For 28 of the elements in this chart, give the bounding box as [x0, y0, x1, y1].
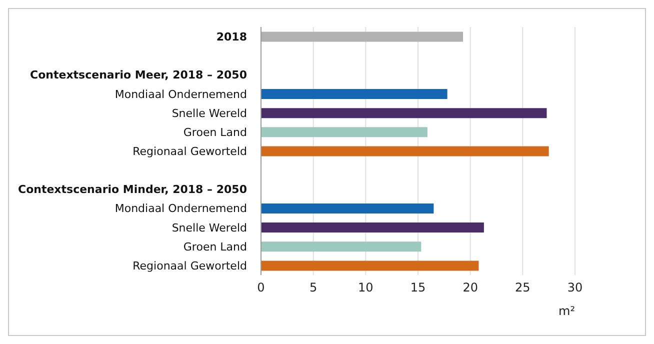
bar [261, 108, 547, 118]
x-tick-label: 15 [410, 280, 426, 295]
x-tick-label: 10 [358, 280, 374, 295]
bar [261, 203, 434, 214]
y-tick-label: Snelle Wereld [172, 221, 247, 234]
bar [261, 242, 422, 252]
bar [261, 89, 448, 99]
y-tick-label: Groen Land [183, 126, 247, 139]
bar [261, 260, 479, 271]
x-tick-label: 25 [515, 280, 530, 295]
bar [261, 146, 549, 156]
bar [261, 32, 464, 42]
x-tick-label: 0 [257, 280, 265, 295]
y-tick-label: Mondiaal Ondernemend [114, 88, 247, 101]
bar [261, 127, 428, 138]
bar [261, 222, 484, 233]
x-tick-label: 20 [462, 280, 478, 295]
y-tick-label: Contextscenario Meer, 2018 – 2050 [30, 68, 248, 82]
y-tick-label: Regionaal Geworteld [132, 259, 247, 272]
x-axis-title: m² [558, 304, 576, 318]
y-tick-label: Regionaal Geworteld [132, 145, 247, 158]
x-tick-label: 5 [310, 280, 318, 295]
y-tick-label: Contextscenario Minder, 2018 – 2050 [18, 183, 248, 196]
y-tick-label: Mondiaal Ondernemend [114, 202, 247, 216]
y-tick-label: Groen Land [183, 240, 247, 254]
x-tick-label: 30 [567, 280, 583, 295]
y-tick-label: 2018 [216, 30, 247, 44]
y-tick-label: Snelle Wereld [172, 106, 247, 120]
